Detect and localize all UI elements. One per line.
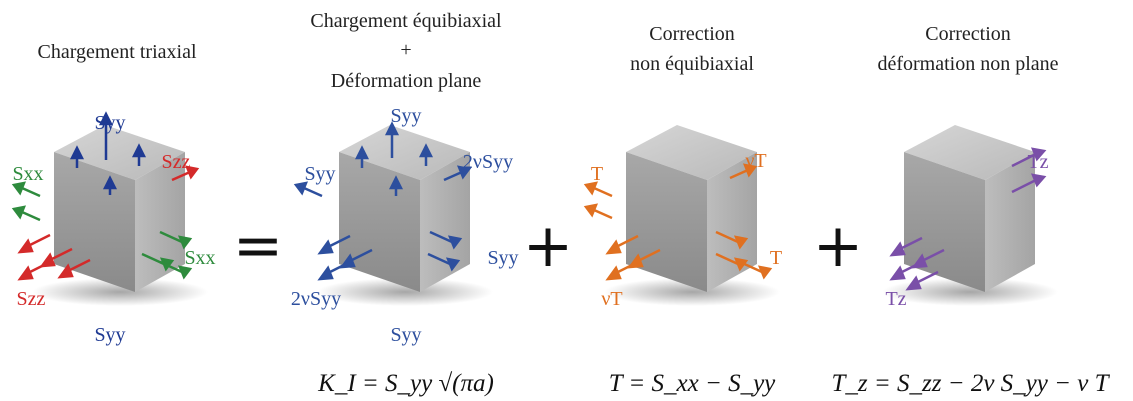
arrows-equibiaxial <box>293 121 472 281</box>
label-eq-syy-top: Syy <box>390 105 421 127</box>
plus-operator-1: + <box>523 211 573 281</box>
cube-equibiaxial-top-face <box>339 125 470 180</box>
cube-non-equibiaxial-top-face <box>626 125 757 180</box>
arrows-szz-left <box>17 233 91 281</box>
label-tz-right: Tz <box>1027 151 1048 173</box>
cube-equibiaxial: Syy Syy Syy Syy 2νSyy 2νSyy <box>291 105 519 346</box>
title-non-plane-line-2: déformation non plane <box>877 53 1058 75</box>
label-eq-syy-right: Syy <box>487 247 518 269</box>
label-eq-syy-bottom: Syy <box>390 324 421 346</box>
equation-t: T = S_xx − S_yy <box>609 370 776 397</box>
cube-non-plane-shadow <box>882 278 1058 306</box>
title-non-equibiaxial-line-2: non équibiaxial <box>630 53 754 75</box>
cube-triaxial: Syy Syy Sxx Sxx Szz Szz <box>11 111 216 346</box>
cube-non-equibiaxial-shadow <box>604 278 780 306</box>
cube-non-plane-left-face <box>904 152 985 292</box>
title-triaxial: Chargement triaxial <box>37 41 196 63</box>
arrows-tz-correction <box>889 147 1047 291</box>
cube-non-plane-top-face <box>904 125 1035 180</box>
plus-operator-2: + <box>813 211 863 281</box>
cube-non-equibiaxial-right-face <box>707 152 757 292</box>
arrows-sxx-left <box>11 181 41 222</box>
label-eq-2nusyy-left: 2νSyy <box>291 288 341 310</box>
label-sxx-left: Sxx <box>12 163 43 185</box>
label-syy-bottom: Syy <box>94 324 125 346</box>
cube-triaxial-top-face <box>54 125 185 180</box>
title-equibiaxial: Chargement équibiaxial + Déformation pla… <box>310 10 502 92</box>
arrows-sxx-right <box>141 230 193 280</box>
arrows-t-correction <box>583 163 773 281</box>
label-t-left: T <box>591 163 603 185</box>
title-non-plane: Correction déformation non plane <box>877 23 1058 75</box>
label-nut-left: νT <box>601 288 622 310</box>
title-equibiaxial-line-3: Déformation plane <box>331 70 482 92</box>
title-equibiaxial-line-2: + <box>400 39 411 61</box>
label-nut-right: νT <box>745 150 766 172</box>
equals-operator: = <box>233 211 283 281</box>
label-eq-2nusyy-right: 2νSyy <box>463 151 513 173</box>
label-sxx-right: Sxx <box>184 247 215 269</box>
arrows-syy-top <box>69 111 147 195</box>
label-syy-top: Syy <box>94 112 125 134</box>
label-eq-syy-left: Syy <box>304 163 335 185</box>
cube-equibiaxial-shadow <box>317 278 493 306</box>
label-szz-left: Szz <box>17 288 46 310</box>
label-szz-right: Szz <box>162 151 191 173</box>
cube-non-plane: Tz Tz <box>882 125 1058 310</box>
title-equibiaxial-line-1: Chargement équibiaxial <box>310 10 502 32</box>
cube-non-equibiaxial: T T νT νT <box>583 125 782 310</box>
title-non-plane-line-1: Correction <box>925 23 1011 45</box>
title-non-equibiaxial: Correction non équibiaxial <box>630 23 754 75</box>
title-non-equibiaxial-line-1: Correction <box>649 23 735 45</box>
equation-ki: K_I = S_yy √(πa) <box>317 370 494 397</box>
cube-triaxial-shadow <box>32 278 208 306</box>
title-triaxial-line-1: Chargement triaxial <box>37 41 196 63</box>
label-tz-left: Tz <box>885 288 906 310</box>
label-t-right: T <box>770 247 782 269</box>
arrows-szz-right <box>171 165 200 182</box>
equation-tz: T_z = S_zz − 2ν S_yy − ν T <box>832 370 1111 397</box>
